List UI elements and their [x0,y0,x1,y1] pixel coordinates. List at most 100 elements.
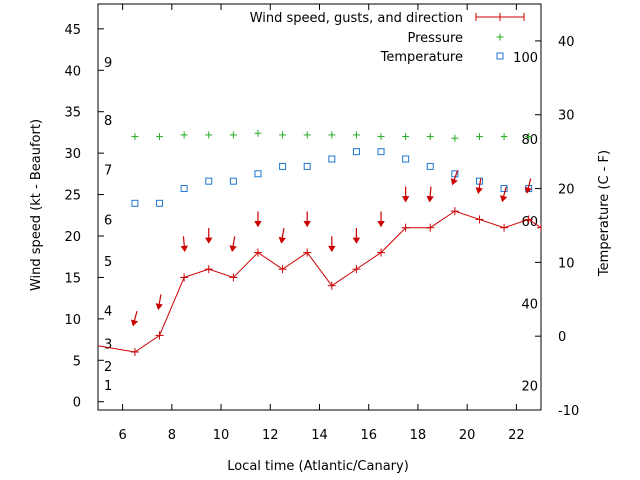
fahrenheit-label: 100 [513,51,538,66]
temperature-point [500,185,508,193]
y2-tick-label: 20 [558,183,575,198]
wind-direction-arrow [450,170,459,186]
pressure-point [279,131,287,139]
wind-direction-arrow [303,211,311,228]
fahrenheit-label: 60 [521,215,538,230]
wind-speed-point [229,273,238,282]
pressure-point [254,129,262,137]
pressure-point [377,133,385,141]
y-tick-label: 20 [64,230,81,245]
wind-speed-point [537,223,541,232]
x-tick-label: 20 [459,428,476,443]
series-layer [98,129,541,356]
axes-layer: 6 8 10 12 14 16 18 20 22051015202530354045-10010… [64,3,579,443]
y-tick-label: 25 [64,189,81,204]
pressure-point [229,131,237,139]
y-axis-label: Wind speed (kt - Beaufort) [29,119,44,291]
y2-tick-label: -10 [558,404,579,419]
temperature-point [352,148,360,156]
wind-direction-arrow [130,310,139,327]
legend-label: Pressure [407,31,463,46]
wind-speed-point [204,265,213,274]
pressure-point [205,131,213,139]
fahrenheit-label: 80 [521,133,538,148]
y-tick-label: 30 [64,147,81,162]
legend-label: Temperature [380,50,463,65]
pressure-point [180,131,188,139]
temperature-point [426,162,434,170]
wind-speed-point [352,265,361,274]
x-tick-label: 10 [213,428,230,443]
wind-speed-point [130,348,139,356]
x-tick-label: 6 [118,428,126,443]
wind-direction-arrow [500,186,508,203]
wind-speed-point [500,223,509,232]
legend-swatch [496,52,504,60]
pressure-point [156,133,164,141]
x-tick-label: 14 [311,428,328,443]
wind-speed-point [475,215,484,224]
pressure-point [451,134,459,142]
wind-speed-point [450,207,459,216]
beaufort-label: 2 [104,360,112,375]
y-tick-label: 45 [64,23,81,38]
pressure-point [303,131,311,139]
legend-swatch [496,33,504,41]
y-tick-label: 35 [64,106,81,121]
beaufort-label: 4 [104,305,112,320]
pressure-point [426,133,434,141]
pressure-point [402,133,410,141]
wind-direction-arrow [180,236,188,253]
temperature-point [131,199,139,207]
legend-label: Wind speed, gusts, and direction [250,11,463,26]
temperature-point [303,162,311,170]
y-tick-label: 15 [64,271,81,286]
temperature-point [279,162,287,170]
wind-speed-point [155,331,164,340]
wind-speed-point [180,273,189,282]
y-tick-label: 5 [73,354,81,369]
beaufort-label: 7 [104,164,112,179]
temperature-point [180,185,188,193]
y-tick-label: 10 [64,313,81,328]
y-tick-label: 0 [73,396,81,411]
pressure-point [500,133,508,141]
wind-direction-arrow [524,178,532,194]
temperature-point [229,177,237,185]
beaufort-label: 9 [104,56,112,71]
wind-speed-point [327,281,336,290]
y2-tick-label: 40 [558,35,575,50]
pressure-point [131,133,139,141]
legend: Wind speed, gusts, and direction Pressure… [250,11,525,65]
wind-speed-line [98,210,541,353]
x-tick-label: 12 [262,428,279,443]
wind-speed-point [253,248,262,257]
wind-direction-arrow [426,186,434,203]
temperature-point [328,155,336,163]
temperature-point [156,199,164,207]
wind-speed-point [426,223,435,232]
y2-tick-label: 30 [558,109,575,124]
plot-frame [97,3,542,411]
x-tick-label: 22 [508,428,525,443]
wind-direction-arrow [328,236,336,253]
beaufort-label: 6 [104,213,112,228]
wind-direction-arrow [229,236,237,252]
fahrenheit-label: 40 [521,298,538,313]
pressure-point [328,131,336,139]
pressure-point [352,131,360,139]
wind-direction-arrow [377,211,385,228]
fahrenheit-label: 20 [521,380,538,395]
wind-direction-arrow [475,178,483,194]
x-tick-label: 18 [410,428,427,443]
wind-speed-point [278,265,287,274]
beaufort-label: 8 [104,114,112,129]
temperature-point [377,148,385,156]
wind-direction-arrow [155,294,163,310]
wind-direction-arrow [205,228,213,244]
wind-direction-arrow [352,228,361,244]
x-axis-label: Local time (Atlantic/Canary) [227,459,409,474]
y2-tick-label: 10 [558,256,575,271]
wind-speed-point [524,215,533,224]
